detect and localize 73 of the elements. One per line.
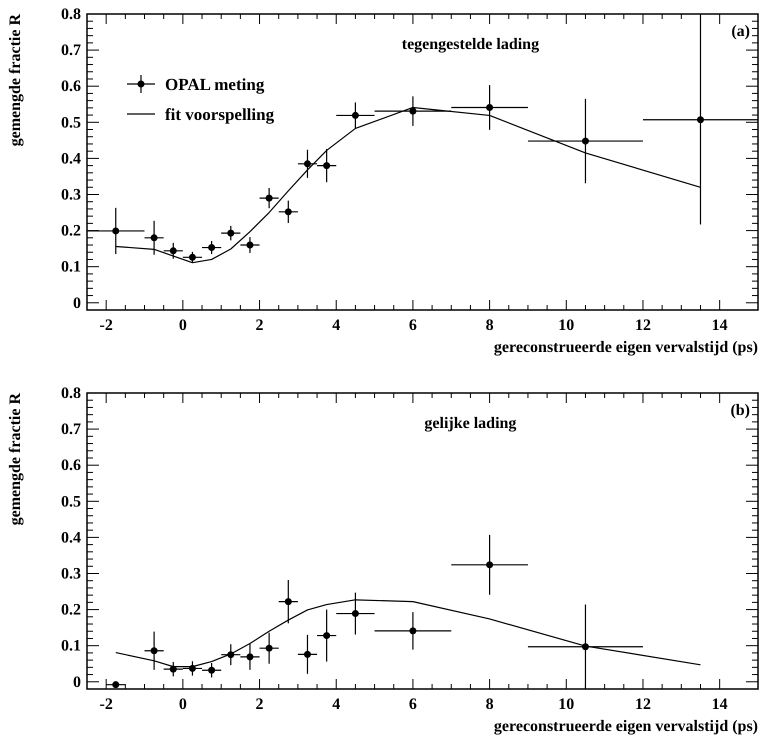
annotation: (b) [730, 402, 750, 419]
point [188, 254, 196, 261]
y-tick-label: 0.5 [61, 114, 81, 132]
y-tick-label: 0.6 [61, 457, 81, 474]
annotation: tegengestelde lading [402, 36, 540, 53]
point [246, 653, 254, 660]
x-tick-label: 8 [486, 317, 494, 334]
y-tick-label: 0.4 [61, 150, 81, 168]
point [582, 138, 589, 145]
y-tick-label: 0.7 [61, 421, 81, 438]
y-tick-label: 0.4 [61, 529, 81, 546]
x-tick-label: 4 [332, 317, 340, 334]
point [409, 108, 416, 115]
x-tick-label: 6 [408, 317, 417, 334]
point [696, 116, 704, 124]
y-tick-label: 0 [73, 294, 81, 312]
x-axis-title: gereconstrueerde eigen vervalstijd (ps) [494, 718, 758, 735]
x-tick-label: 14 [712, 317, 728, 334]
point [208, 244, 216, 252]
x-tick-label: -2 [100, 317, 113, 334]
point [304, 160, 311, 168]
annotation: (a) [731, 23, 750, 40]
x-tick-label: 2 [256, 317, 264, 334]
point [112, 227, 120, 234]
x-tick-label: 12 [634, 317, 651, 334]
y-tick-label: 0.5 [61, 493, 81, 510]
y-tick-label: 0.1 [61, 258, 81, 276]
y-tick-label: 0.2 [61, 222, 81, 240]
legend-label: OPAL meting [165, 75, 265, 94]
x-axis-title: gereconstrueerde eigen vervalstijd (ps) [494, 339, 758, 356]
point [112, 681, 120, 688]
point [170, 247, 177, 254]
point [304, 650, 311, 658]
y-tick-label: 0.3 [61, 565, 81, 582]
point [227, 230, 234, 237]
point [266, 644, 273, 652]
point [409, 627, 416, 634]
y-tick-label: 0.1 [61, 638, 81, 655]
point [323, 162, 330, 170]
y-tick-label: 0.8 [61, 385, 81, 402]
x-tick-label: -2 [100, 696, 113, 713]
y-tick-label: 0 [73, 674, 81, 691]
y-axis-title: gemengde fractie R [7, 14, 24, 146]
point [352, 112, 359, 119]
annotation: gelijke lading [424, 415, 516, 432]
y-tick-label: 0.8 [61, 6, 81, 23]
point [150, 647, 158, 654]
x-tick-label: 6 [408, 696, 417, 713]
x-tick-label: 0 [178, 317, 187, 334]
x-tick-label: 2 [256, 696, 264, 713]
point [208, 666, 216, 674]
y-tick-label: 0.3 [61, 186, 81, 204]
point [150, 234, 158, 242]
legend-label: fit voorspelling [165, 105, 275, 124]
point [266, 194, 273, 202]
point [323, 632, 330, 640]
x-tick-label: 10 [558, 696, 574, 713]
y-axis-title: gemengde fractie R [7, 392, 24, 526]
x-tick-label: 4 [332, 696, 340, 713]
x-tick-label: 8 [486, 696, 494, 713]
y-tick-label: 0.2 [61, 602, 81, 619]
point [284, 208, 292, 216]
y-tick-label: 0.7 [61, 42, 81, 60]
x-tick-label: 14 [712, 696, 728, 713]
x-tick-label: 12 [634, 696, 651, 713]
x-tick-label: 10 [558, 317, 574, 334]
point [486, 104, 494, 111]
x-tick-label: 0 [178, 696, 187, 713]
point [486, 561, 494, 568]
point [284, 598, 292, 606]
point [246, 242, 254, 249]
point [352, 610, 359, 618]
y-tick-label: 0.6 [61, 78, 81, 96]
